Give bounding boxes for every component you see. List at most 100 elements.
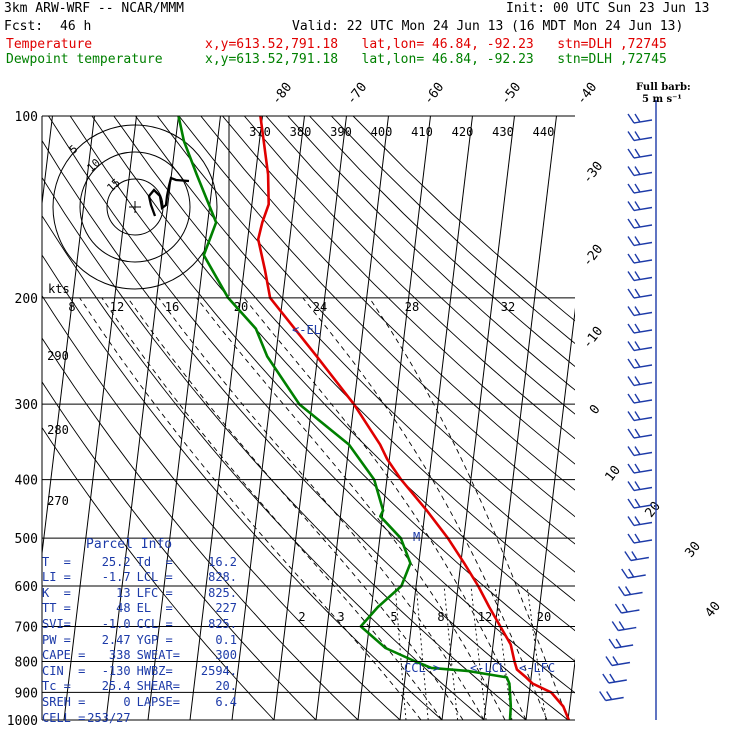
isotherm-label: -30 — [580, 159, 606, 187]
parcel-param-value: -1.0 — [101, 616, 131, 631]
wind-barb-icon — [631, 551, 638, 560]
wind-barb-icon — [634, 498, 641, 508]
parcel-info-row: SVI= -1.0 CCL = 825. — [42, 617, 237, 633]
hodograph-trace — [147, 176, 190, 217]
wind-barb-icon — [612, 656, 619, 665]
parcel-param-value: 2594. — [200, 663, 237, 678]
dry-adiabat — [135, 116, 575, 573]
wind-barb-icon — [627, 131, 635, 141]
forecast-label: Fcst: — [4, 19, 44, 34]
mixing-ratio-line — [470, 585, 487, 720]
temperature-line — [256, 115, 571, 721]
isotherm-label: -10 — [580, 324, 606, 352]
parcel-param-value: 828. — [208, 570, 237, 585]
parcel-param-value: 16.2 — [208, 554, 237, 569]
wind-barb-icon — [633, 136, 653, 142]
wind-barb-icon — [621, 609, 640, 614]
isotherm-label: 0 — [587, 402, 604, 417]
wind-barb-icon — [633, 451, 653, 457]
isotherm — [273, 116, 347, 720]
wind-barb-icon — [633, 171, 653, 177]
wind-barb-icon — [618, 626, 637, 632]
isotherm-label: 40 — [703, 599, 724, 621]
theta-e-label: 400 — [371, 125, 393, 139]
moist-adiabat — [127, 297, 464, 720]
wind-barb-icon — [633, 206, 653, 212]
mixing-ratio-label-lower: 3 — [337, 610, 344, 624]
dry-adiabat — [42, 254, 443, 720]
wind-barb-icon — [624, 551, 632, 561]
wind-barb-icon — [633, 521, 653, 527]
mixing-ratio-line — [526, 585, 547, 720]
parcel-param-value: 825. — [208, 585, 237, 600]
wind-barb-icon — [633, 329, 653, 334]
wind-barb-icon — [633, 224, 653, 229]
wind-barb-icon — [634, 131, 641, 140]
parcel-param-label: CELL = — [42, 710, 86, 725]
wind-barb-icon — [634, 113, 641, 123]
wind-barb-icon — [627, 323, 635, 334]
el-marker: <-EL — [292, 323, 321, 337]
wind-barb-icon — [633, 416, 653, 422]
parcel-param-value: 227 — [215, 601, 237, 616]
wind-barb-icon — [627, 218, 635, 229]
wind-barb-icon — [618, 621, 625, 630]
wind-barb-icon — [627, 446, 635, 456]
dry-adiabat — [265, 116, 575, 415]
parcel-param-value: 25.2 — [101, 554, 131, 569]
valid-time: Valid: 22 UTC Mon 24 Jun 13 (16 MDT Mon … — [292, 19, 684, 34]
pressure-tick-label: 600 — [15, 580, 38, 595]
parcel-info-panel: Parcel Info T = 25.2 Td = 16.2 LI = -1.7 LCL = 8… — [42, 537, 237, 737]
wind-barb-icon — [627, 481, 635, 491]
moist-adiabat — [158, 297, 485, 720]
wind-barb-icon — [627, 463, 635, 474]
dry-adiabat-label: 290 — [47, 349, 69, 363]
wind-barb-icon — [634, 236, 641, 245]
parcel-param-label: Tc = — [42, 679, 71, 694]
pressure-tick-label: 400 — [15, 474, 38, 489]
wind-barb-icon — [634, 271, 641, 280]
wind-barb-icon — [605, 656, 613, 666]
mixing-ratio-label-lower: 5 — [390, 610, 397, 624]
mixing-ratio-label: 12 — [110, 300, 124, 314]
hodograph-ring-label: 5 — [67, 142, 81, 156]
wind-barb-icon — [627, 148, 635, 159]
isotherm — [63, 116, 137, 720]
location-dewpoint: x,y=613.52,791.18 lat,lon= 46.84, -92.23… — [205, 52, 667, 67]
wind-barb-icon — [605, 696, 624, 702]
parcel-param-value: 48 — [116, 601, 131, 616]
parcel-param-value: 25.4 — [101, 679, 131, 694]
isotherm — [105, 116, 179, 720]
legend-dewpoint: Dewpoint temperature — [6, 52, 163, 67]
parcel-param-label — [131, 711, 192, 727]
dry-adiabat — [156, 116, 575, 545]
pressure-tick-label: 300 — [15, 398, 38, 413]
parcel-param-label: LCL = — [136, 570, 173, 585]
parcel-info-row: LI = -1.7 LCL = 828. — [42, 570, 237, 586]
wind-barb-icon — [634, 218, 641, 228]
lcl-marker: <-LCL — [470, 661, 506, 675]
wind-barb-icon — [634, 481, 641, 490]
wind-barb-icon — [633, 539, 653, 544]
isotherm — [441, 116, 515, 720]
parcel-param-value: 13 — [116, 585, 131, 600]
parcel-info-row: CELL = 253/27 — [42, 711, 237, 727]
wind-barb-icon — [633, 311, 653, 317]
wind-barb-icon — [627, 498, 635, 509]
pressure-tick-label: 1000 — [7, 714, 38, 729]
theta-e-label: 420 — [452, 125, 474, 139]
wind-barb-icon — [633, 154, 653, 159]
wind-barb-icon — [627, 358, 635, 369]
dry-adiabat — [42, 426, 275, 720]
melting-level-marker: M — [413, 530, 420, 544]
wind-barb-icon — [621, 568, 629, 579]
mixing-ratio-label: 24 — [313, 300, 327, 314]
wind-barb-icon — [627, 201, 635, 211]
theta-e-label: 390 — [330, 125, 352, 139]
pressure-tick-label: 500 — [15, 532, 38, 547]
parcel-param-label: SREH = — [42, 694, 86, 709]
parcel-param-label: LFC = — [136, 585, 173, 600]
wind-barb-icon — [627, 376, 635, 386]
dry-adiabat — [48, 116, 575, 694]
